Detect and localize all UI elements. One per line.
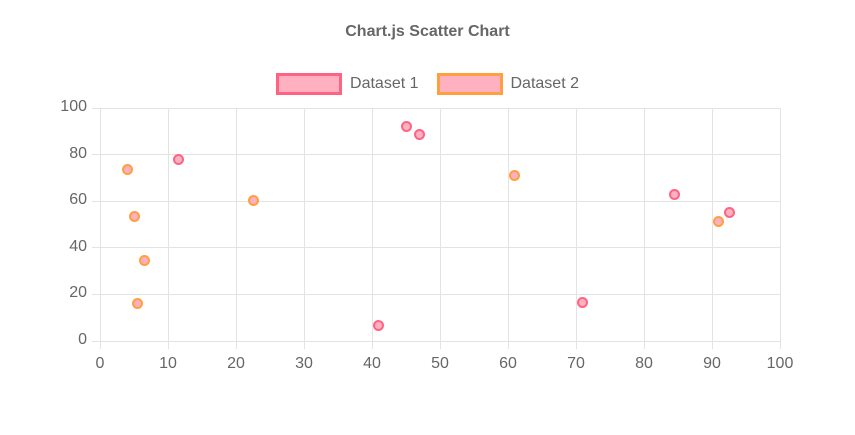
- x-gridline: [167, 108, 169, 349]
- scatter-point-dataset-2[interactable]: [121, 164, 133, 176]
- scatter-point-dataset-1[interactable]: [373, 320, 385, 332]
- legend-item-dataset-2[interactable]: Dataset 2: [436, 73, 579, 95]
- scatter-point-dataset-1[interactable]: [669, 188, 681, 200]
- dataset-1-swatch-icon: [276, 73, 343, 95]
- x-axis-tick-label: 20: [227, 355, 245, 372]
- x-axis-tick-label: 80: [635, 355, 653, 372]
- x-gridline: [303, 108, 305, 349]
- x-axis-tick-label: 50: [431, 355, 449, 372]
- legend-label: Dataset 2: [510, 75, 579, 92]
- x-gridline: [711, 108, 713, 349]
- x-gridline: [643, 108, 645, 349]
- x-gridline: [779, 108, 781, 349]
- chart-legend: Dataset 1 Dataset 2: [0, 71, 855, 97]
- x-axis-tick-label: 100: [766, 355, 794, 372]
- x-gridline: [371, 108, 373, 349]
- x-gridline: [575, 108, 577, 349]
- legend-label: Dataset 1: [350, 75, 419, 92]
- x-axis-tick-label: 30: [295, 355, 313, 372]
- y-gridline: [92, 247, 780, 249]
- x-axis-tick-label: 0: [95, 355, 105, 372]
- scatter-point-dataset-2[interactable]: [713, 215, 725, 227]
- x-axis-tick-label: 40: [363, 355, 381, 372]
- y-axis-tick-label: 60: [69, 191, 87, 209]
- x-axis-tick-label: 60: [499, 355, 517, 372]
- x-axis-tick-label: 90: [703, 355, 721, 372]
- scatter-point-dataset-1[interactable]: [414, 129, 426, 141]
- y-gridline: [92, 200, 780, 202]
- x-gridline: [507, 108, 509, 349]
- chart-title: Chart.js Scatter Chart: [345, 23, 510, 40]
- scatter-point-dataset-1[interactable]: [577, 297, 589, 309]
- scatter-point-dataset-2[interactable]: [131, 298, 143, 310]
- scatter-point-dataset-2[interactable]: [247, 194, 259, 206]
- y-axis-tick-label: 100: [60, 98, 87, 115]
- y-axis-tick-label: 0: [78, 331, 87, 348]
- legend-item-dataset-1[interactable]: Dataset 1: [276, 73, 419, 95]
- scatter-point-dataset-2[interactable]: [128, 210, 140, 222]
- x-gridline: [99, 108, 101, 349]
- y-axis-tick-label: 40: [69, 237, 87, 255]
- x-gridline: [235, 108, 237, 349]
- y-gridline: [92, 154, 780, 156]
- y-gridline: [92, 293, 780, 295]
- x-axis-tick-label: 10: [159, 355, 177, 372]
- x-gridline: [439, 108, 441, 349]
- y-axis-tick-label: 80: [69, 144, 87, 162]
- y-gridline: [92, 340, 780, 342]
- x-axis-tick-label: 70: [567, 355, 585, 372]
- plot-area: [92, 107, 781, 349]
- y-axis-tick-label: 20: [69, 284, 87, 302]
- scatter-point-dataset-1[interactable]: [723, 207, 735, 219]
- scatter-point-dataset-1[interactable]: [400, 121, 412, 133]
- scatter-point-dataset-2[interactable]: [509, 170, 521, 182]
- scatter-point-dataset-2[interactable]: [138, 255, 150, 267]
- scatter-point-dataset-1[interactable]: [172, 153, 184, 165]
- dataset-2-swatch-icon: [436, 73, 503, 95]
- y-gridline: [92, 107, 780, 109]
